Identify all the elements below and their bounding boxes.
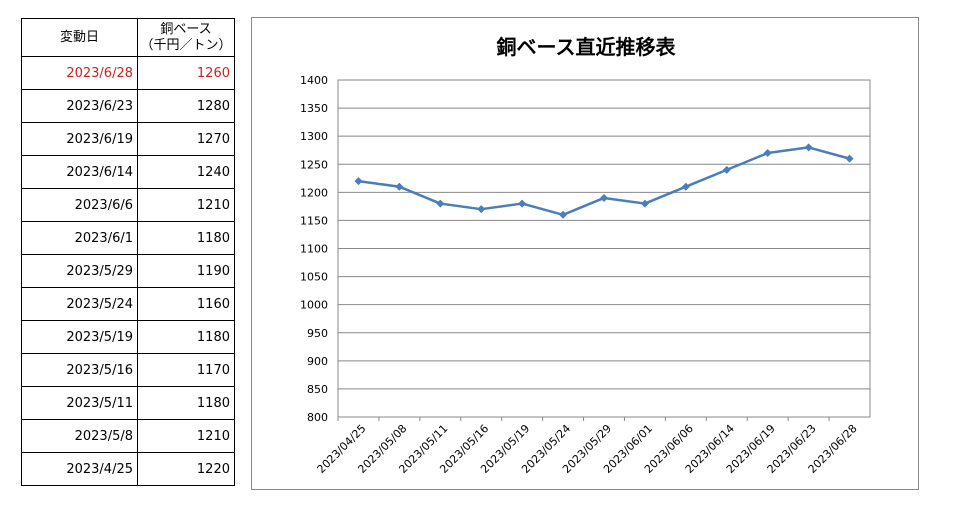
y-tick-label: 800 [307, 411, 328, 424]
row-date: 2023/5/19 [21, 320, 138, 354]
table-row: 2023/5/19 1180 [21, 320, 235, 354]
data-point [559, 210, 568, 219]
y-tick-label: 1150 [300, 214, 328, 227]
row-date: 2023/6/1 [21, 221, 138, 255]
data-point [681, 182, 690, 191]
data-point [804, 143, 813, 152]
header-price: 銅ベース （千円／トン） [137, 18, 235, 57]
row-date: 2023/6/6 [21, 188, 138, 222]
data-point [477, 205, 486, 214]
table-row: 2023/5/16 1170 [21, 353, 235, 387]
table-row: 2023/4/25 1220 [21, 452, 235, 486]
row-date: 2023/5/29 [21, 254, 138, 288]
row-date: 2023/5/24 [21, 287, 138, 321]
row-date: 2023/6/23 [21, 89, 138, 123]
table-row: 2023/5/29 1190 [21, 254, 235, 288]
y-tick-label: 1100 [300, 243, 328, 256]
data-point [640, 199, 649, 208]
row-price: 1220 [137, 452, 235, 486]
table-row: 2023/6/28 1260 [21, 56, 235, 90]
header-price-line1: 銅ベース [160, 21, 212, 37]
row-date: 2023/5/11 [21, 386, 138, 420]
row-price: 1210 [137, 188, 235, 222]
y-tick-label: 900 [307, 355, 328, 368]
row-price: 1270 [137, 122, 235, 156]
row-date: 2023/6/14 [21, 155, 138, 189]
row-price: 1210 [137, 419, 235, 453]
data-point [600, 193, 608, 202]
chart-title: 銅ベース直近推移表 [497, 35, 677, 59]
row-price: 1240 [137, 155, 235, 189]
row-price: 1170 [137, 353, 235, 387]
row-price: 1180 [137, 386, 235, 420]
row-date: 2023/6/28 [21, 56, 138, 90]
row-date: 2023/5/16 [21, 353, 138, 387]
y-tick-label: 1400 [300, 74, 328, 87]
table-row: 2023/6/14 1240 [21, 155, 235, 189]
data-point [845, 154, 854, 163]
table-row: 2023/5/24 1160 [21, 287, 235, 321]
table-row: 2023/5/11 1180 [21, 386, 235, 420]
data-point [395, 182, 404, 191]
row-date: 2023/6/19 [21, 122, 138, 156]
data-point [436, 199, 445, 208]
row-price: 1160 [137, 287, 235, 321]
header-date: 変動日 [21, 18, 138, 57]
table-row: 2023/6/19 1270 [21, 122, 235, 156]
table-row: 2023/6/1 1180 [21, 221, 235, 255]
y-tick-label: 1200 [300, 186, 328, 199]
y-tick-label: 850 [307, 383, 328, 396]
y-tick-label: 1300 [300, 130, 328, 143]
y-tick-label: 1250 [300, 158, 328, 171]
row-price: 1190 [137, 254, 235, 288]
table-row: 2023/6/23 1280 [21, 89, 235, 123]
price-table: 変動日 銅ベース （千円／トン） 2023/6/28 1260 2023/6/23 1… [21, 18, 235, 486]
table-row: 2023/5/8 1210 [21, 419, 235, 453]
data-point [518, 199, 527, 208]
data-point [763, 149, 772, 158]
y-tick-label: 1350 [300, 102, 328, 115]
data-point [722, 165, 731, 174]
line-chart: 銅ベース直近推移表 800 850 900 950 1000 1050 1100 1150 120… [300, 35, 871, 476]
row-date: 2023/4/25 [21, 452, 138, 486]
row-price: 1180 [137, 221, 235, 255]
row-date: 2023/5/8 [21, 419, 138, 453]
y-tick-label: 950 [307, 327, 328, 340]
table-header-row: 変動日 銅ベース （千円／トン） [21, 18, 235, 57]
data-point [354, 177, 363, 186]
row-price: 1280 [137, 89, 235, 123]
row-price: 1180 [137, 320, 235, 354]
chart-panel: 銅ベース直近推移表 800 850 900 950 1000 1050 1100 1150 120… [251, 17, 919, 490]
series-line [358, 146, 850, 217]
table-row: 2023/6/6 1210 [21, 188, 235, 222]
y-tick-label: 1000 [300, 299, 328, 312]
y-tick-label: 1050 [300, 271, 328, 284]
header-price-line2: （千円／トン） [140, 37, 232, 53]
row-price: 1260 [137, 56, 235, 90]
